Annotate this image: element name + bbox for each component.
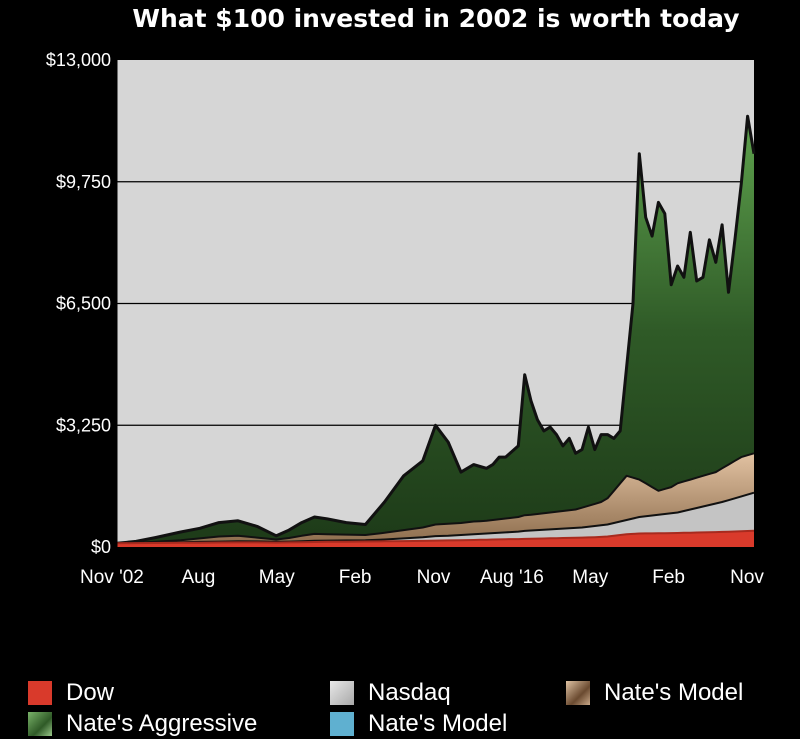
x-tick-label: May bbox=[259, 567, 295, 588]
legend-item-nates-model-blue[interactable]: Nate's Model bbox=[330, 709, 507, 739]
x-tick-label: Aug '16 bbox=[480, 567, 544, 588]
area-nasdaq bbox=[117, 492, 754, 547]
x-tick-label: May bbox=[572, 567, 608, 588]
chart: What $100 invested in 2002 is worth toda… bbox=[46, 4, 764, 588]
legend-label: Nate's Model bbox=[368, 710, 508, 737]
legend-label: Nate's Aggressive bbox=[66, 710, 258, 737]
gray-swatch-icon bbox=[330, 681, 354, 705]
legend-item-nates-model-money[interactable]: Nate's Model bbox=[566, 678, 743, 708]
dollar-swatch-icon bbox=[28, 712, 52, 736]
y-axis-ticks: $0 $3,250 $6,500 $9,750 $13,000 bbox=[46, 50, 111, 557]
line-nate-s-aggressive bbox=[116, 114, 756, 545]
legend-label: Nate's Model bbox=[604, 679, 744, 706]
money-swatch-icon bbox=[566, 681, 590, 705]
y-tick-label: $6,500 bbox=[56, 294, 111, 314]
legend-item-nates-aggressive[interactable]: Nate's Aggressive bbox=[28, 709, 257, 739]
y-tick-label: $9,750 bbox=[56, 172, 111, 192]
chart-title: What $100 invested in 2002 is worth toda… bbox=[132, 4, 739, 33]
legend: Dow Nasdaq Nate's Model Nate's Aggressiv… bbox=[0, 672, 800, 739]
y-tick-label: $3,250 bbox=[56, 415, 111, 435]
red-swatch-icon bbox=[28, 681, 52, 705]
line-nate-s-model bbox=[116, 452, 755, 545]
y-tick-label: $0 bbox=[91, 537, 111, 557]
x-tick-label: Nov bbox=[417, 567, 451, 588]
x-tick-label: Aug bbox=[181, 567, 215, 588]
legend-label: Nasdaq bbox=[368, 679, 451, 706]
line-dow bbox=[116, 529, 755, 545]
blue-swatch-icon bbox=[330, 712, 354, 736]
y-tick-label: $13,000 bbox=[46, 50, 111, 70]
x-tick-label: Feb bbox=[339, 567, 372, 588]
area-nate-s-model bbox=[117, 453, 754, 547]
x-axis-ticks: Nov '02 Aug May Feb Nov Aug '16 May Feb Nov bbox=[80, 567, 764, 588]
legend-item-nasdaq[interactable]: Nasdaq bbox=[330, 678, 451, 708]
legend-label: Dow bbox=[66, 679, 115, 706]
x-tick-label: Nov bbox=[730, 567, 764, 588]
x-tick-label: Nov '02 bbox=[80, 567, 144, 588]
line-nasdaq bbox=[116, 491, 755, 545]
legend-item-dow[interactable]: Dow bbox=[28, 678, 114, 708]
x-tick-label: Feb bbox=[652, 567, 685, 588]
series-areas bbox=[116, 114, 756, 547]
